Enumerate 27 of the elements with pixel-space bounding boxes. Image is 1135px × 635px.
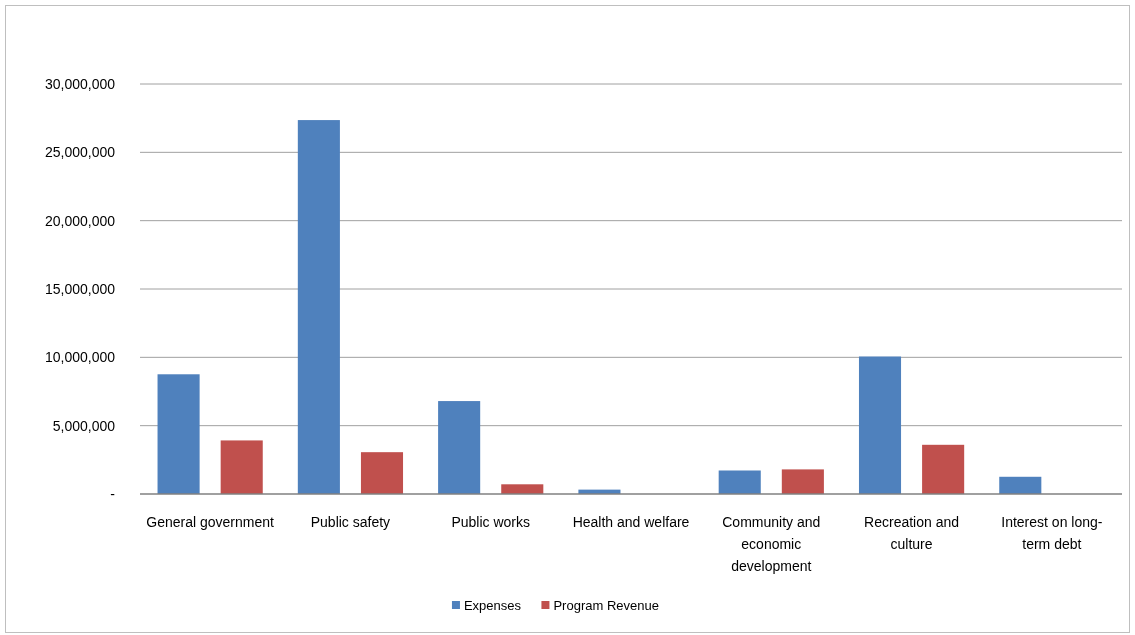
x-tick-label: Community and economic development	[722, 514, 821, 574]
bar	[922, 444, 965, 494]
legend-label: Program Revenue	[553, 598, 659, 613]
y-tick-label: 5,000,000	[52, 417, 116, 434]
bar	[220, 440, 263, 494]
x-tick-label: General government	[146, 514, 275, 530]
y-tick-label: 15,000,000	[44, 280, 116, 297]
bar	[718, 470, 761, 494]
bar	[297, 120, 340, 494]
bar	[501, 484, 544, 494]
x-tick-label: Health and welfare	[572, 514, 690, 530]
bar	[858, 356, 902, 494]
y-tick-label: 30,000,000	[44, 75, 116, 92]
y-tick-label: -	[110, 485, 116, 502]
legend-label: Expenses	[463, 598, 522, 613]
y-tick-label: 20,000,000	[44, 212, 116, 229]
x-tick-label: Interest on long-term debt	[1001, 514, 1103, 552]
y-tick-label: 10,000,000	[44, 349, 116, 366]
x-tick-label: Public works	[451, 514, 531, 530]
bar	[438, 401, 481, 494]
x-tick-label: Recreation and culture	[864, 514, 960, 552]
x-tick-label: Public safety	[310, 514, 391, 530]
bar	[999, 476, 1042, 494]
y-tick-label: 25,000,000	[44, 144, 116, 161]
bar	[360, 452, 404, 494]
bar	[781, 469, 824, 494]
bar	[157, 374, 200, 494]
